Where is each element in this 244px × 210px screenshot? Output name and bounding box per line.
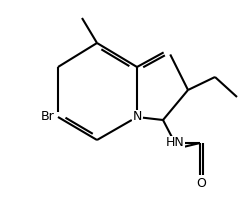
Text: Br: Br <box>40 110 54 123</box>
Text: HN: HN <box>166 136 184 150</box>
Text: O: O <box>197 177 206 190</box>
Text: N: N <box>132 110 142 123</box>
